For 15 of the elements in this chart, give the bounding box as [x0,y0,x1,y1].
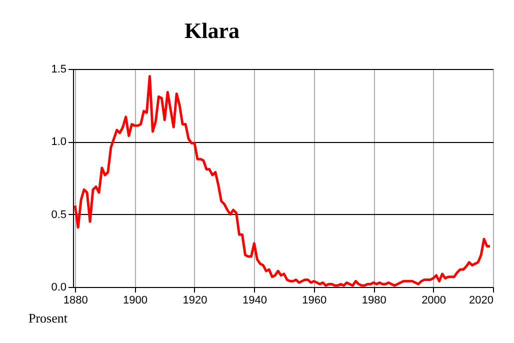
x-tick-label: 1920 [182,294,208,306]
y-tick-label: 0.0 [51,282,66,294]
y-tick-label: 0.5 [51,208,66,221]
y-tick-label: 1.5 [51,64,66,76]
x-tick-label: 2000 [422,294,446,306]
y-tick-label: 1.0 [51,136,66,148]
x-tick-label: 2020 [469,294,494,306]
x-tick-label: 1880 [63,294,88,306]
x-tick-label: 1980 [362,294,386,306]
line-series [74,75,492,287]
x-tick-label: 1900 [123,294,148,306]
chart-title: Klara [184,18,240,43]
y-axis-title: Prosent [28,310,68,326]
x-tick-label: 1960 [302,294,327,306]
x-tick-label: 1940 [242,294,267,306]
